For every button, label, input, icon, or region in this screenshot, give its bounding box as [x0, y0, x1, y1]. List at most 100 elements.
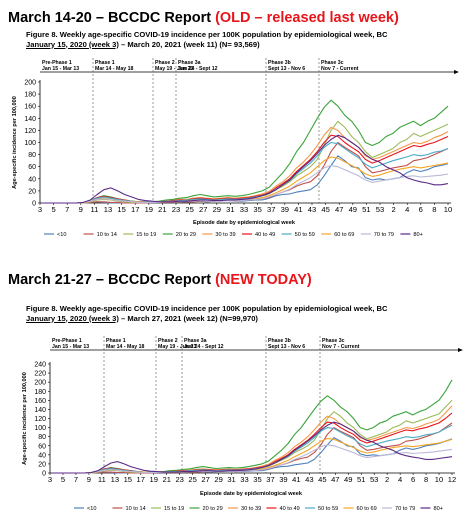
x-tick-label: 53 — [376, 205, 384, 214]
x-tick-label: 6 — [419, 205, 423, 214]
x-tick-label: 35 — [253, 475, 261, 484]
x-tick-label: 17 — [137, 475, 145, 484]
y-tick-label: 220 — [34, 371, 46, 378]
y-tick-label: 20 — [28, 188, 36, 195]
x-tick-label: 51 — [357, 475, 365, 484]
phase-name: Phase 3b — [268, 60, 291, 66]
x-tick-label: 33 — [240, 205, 248, 214]
y-tick-label: 240 — [34, 362, 46, 369]
x-tick-label: 31 — [226, 205, 234, 214]
phase-name: Pre-Phase 1 — [52, 338, 82, 344]
phase-arrow-head — [454, 70, 459, 74]
x-tick-label: 23 — [172, 205, 180, 214]
panel-2-caption-rest: – March 27, 2021 (week 12) (N=99,970) — [118, 313, 258, 323]
x-tick-label: 23 — [175, 475, 183, 484]
series-line — [42, 134, 449, 204]
x-tick-label: 21 — [162, 475, 170, 484]
y-tick-label: 0 — [32, 201, 36, 208]
y-tick-label: 100 — [24, 140, 36, 147]
x-tick-label: 47 — [335, 205, 343, 214]
x-tick-label: 7 — [65, 205, 69, 214]
x-tick-label: 11 — [90, 205, 98, 214]
panel-1-caption-rest: – March 20, 2021 (week 11) (N= 93,569) — [118, 39, 260, 49]
panel-2-caption-line1: Figure 8. Weekly age-specific COVID-19 i… — [26, 304, 388, 313]
series-line — [42, 155, 449, 204]
x-tick-label: 37 — [267, 205, 275, 214]
legend-entry: 70 to 79 — [374, 232, 394, 238]
x-tick-label: 4 — [405, 205, 409, 214]
x-tick-label: 21 — [158, 205, 166, 214]
y-tick-label: 180 — [24, 92, 36, 99]
x-tick-label: 15 — [117, 205, 125, 214]
panel-1-caption: Figure 8. Weekly age-specific COVID-19 i… — [26, 30, 388, 49]
x-tick-label: 47 — [331, 475, 339, 484]
panel-2-caption-date: January 15, 2020 (week 3) — [26, 313, 119, 323]
x-tick-label: 8 — [424, 475, 428, 484]
panel-1-heading-note: (OLD – released last week) — [215, 10, 399, 26]
x-tick-label: 9 — [79, 205, 83, 214]
y-tick-label: 160 — [34, 398, 46, 405]
phase-name: Phase 3c — [321, 60, 344, 66]
phase-dates: May 19 - Jun 23 — [155, 66, 193, 72]
y-tick-label: 80 — [28, 152, 36, 159]
legend-entry: 15 to 19 — [164, 506, 184, 512]
x-tick-label: 29 — [213, 205, 221, 214]
panel-2-heading-note: (NEW TODAY) — [215, 272, 312, 288]
phase-name: Phase 2 — [155, 60, 175, 66]
legend-entry: 40 to 49 — [255, 232, 275, 238]
y-tick-label: 0 — [42, 471, 46, 478]
y-tick-label: 200 — [24, 80, 36, 87]
x-tick-label: 3 — [48, 475, 52, 484]
x-tick-label: 2 — [385, 475, 389, 484]
panel-1-heading-main: March 14-20 – BCCDC Report — [8, 10, 216, 26]
legend-entry: 70 to 79 — [395, 506, 415, 512]
legend-entry: 40 to 49 — [280, 506, 300, 512]
series-line — [42, 99, 449, 204]
series-line — [52, 399, 453, 474]
panel-1-caption-line1: Figure 8. Weekly age-specific COVID-19 i… — [26, 30, 388, 39]
x-tick-label: 27 — [201, 475, 209, 484]
panel-2-heading: March 21-27 – BCCDC Report (NEW TODAY) — [8, 272, 312, 288]
panel-2-caption: Figure 8. Weekly age-specific COVID-19 i… — [26, 304, 388, 323]
phase-name: Phase 1 — [106, 338, 126, 344]
x-tick-label: 39 — [281, 205, 289, 214]
series-line — [52, 412, 453, 474]
phase-name: Phase 1 — [95, 60, 115, 66]
x-tick-label: 5 — [51, 205, 55, 214]
legend-entry: 10 to 14 — [97, 232, 117, 238]
x-tick-label: 12 — [448, 475, 456, 484]
x-tick-label: 13 — [111, 475, 119, 484]
x-tick-label: 41 — [294, 205, 302, 214]
phase-dates: Jun 24 - Sept 12 — [178, 66, 218, 72]
phase-name: Phase 3c — [322, 338, 345, 344]
x-tick-label: 5 — [61, 475, 65, 484]
series-line — [52, 421, 453, 474]
legend-entry: 60 to 69 — [334, 232, 354, 238]
x-tick-label: 19 — [145, 205, 153, 214]
legend-entry: 80+ — [413, 232, 423, 238]
y-tick-label: 140 — [34, 407, 46, 414]
legend-entry: 50 to 59 — [318, 506, 338, 512]
x-tick-label: 7 — [74, 475, 78, 484]
x-tick-label: 8 — [432, 205, 436, 214]
x-tick-label: 11 — [98, 475, 106, 484]
x-tick-label: 15 — [124, 475, 132, 484]
legend-entry: 20 to 29 — [203, 506, 223, 512]
phase-name: Phase 2 — [158, 338, 178, 344]
x-tick-label: 45 — [321, 205, 329, 214]
x-tick-label: 53 — [370, 475, 378, 484]
x-tick-label: 37 — [266, 475, 274, 484]
phase-dates: Sept 13 - Nov 6 — [268, 66, 305, 72]
panel-1-heading: March 14-20 – BCCDC Report (OLD – releas… — [8, 10, 399, 26]
legend-entry: 60 to 69 — [357, 506, 377, 512]
legend-entry: 80+ — [434, 506, 444, 512]
y-tick-label: 80 — [38, 434, 46, 441]
x-tick-label: 41 — [292, 475, 300, 484]
x-tick-label: 4 — [398, 475, 402, 484]
x-tick-label: 17 — [131, 205, 139, 214]
x-axis-label: Episode date by epidemiological week — [193, 220, 296, 226]
phase-dates: Jan 15 - Mar 13 — [42, 66, 79, 72]
phase-arrow-head — [458, 348, 463, 352]
